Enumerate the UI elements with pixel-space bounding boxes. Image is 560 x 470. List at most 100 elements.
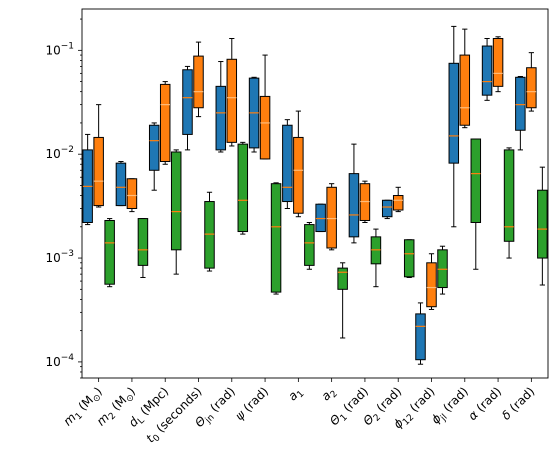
y-tick-exponent: −3	[61, 249, 74, 259]
box-iqr	[204, 201, 215, 269]
box-iqr	[126, 178, 138, 209]
y-tick-base: 10	[45, 43, 60, 57]
box-1-1	[126, 178, 138, 213]
box-1-0	[93, 104, 104, 208]
box-0-7	[315, 203, 326, 233]
y-tick-label: 10−3	[45, 249, 74, 265]
box-iqr	[293, 136, 304, 214]
box-iqr	[459, 54, 471, 126]
box-1-11	[459, 28, 471, 129]
box-iqr	[481, 45, 493, 96]
x-axis: m1 (M⊙)m2 (M⊙)dL (Mpc)t0 (seconds)Θjn (r…	[61, 378, 537, 446]
box-iqr	[93, 136, 104, 207]
box-0-9	[381, 199, 393, 220]
box-iqr	[337, 267, 348, 290]
box-2-8	[370, 228, 382, 288]
box-iqr	[392, 195, 404, 211]
y-tick-base: 10	[45, 147, 60, 161]
box-2-1	[137, 218, 149, 278]
box-0-1	[115, 161, 127, 207]
box-0-8	[348, 143, 360, 244]
box-1-9	[392, 186, 404, 213]
plot-frame	[81, 8, 549, 379]
box-2-5	[270, 182, 282, 295]
label-unit: (rad)	[504, 384, 537, 417]
box-iqr	[159, 83, 171, 163]
box-iqr	[137, 218, 149, 266]
box-iqr	[282, 124, 293, 203]
x-category-label: α (rad)	[465, 384, 504, 423]
label-subscript: 1	[339, 413, 350, 424]
box-1-3	[193, 41, 204, 118]
label-subscript: L	[136, 416, 147, 427]
box-2-12	[503, 147, 515, 259]
box-iqr	[315, 203, 326, 233]
box-iqr	[526, 67, 537, 109]
box-iqr	[503, 149, 515, 242]
label-subscript: 2	[107, 411, 118, 422]
box-iqr	[470, 138, 482, 223]
label-unit: (rad)	[371, 384, 404, 417]
box-0-6	[282, 119, 293, 209]
y-tick-exponent: −1	[61, 41, 74, 51]
box-1-8	[359, 180, 371, 223]
y-tick-base: 10	[45, 251, 60, 265]
box-1-2	[159, 81, 171, 165]
box-iqr	[537, 189, 548, 259]
box-1-6	[293, 110, 304, 218]
box-iqr	[448, 62, 460, 164]
box-iqr	[170, 151, 182, 251]
box-iqr	[148, 124, 160, 171]
box-2-2	[170, 149, 182, 275]
box-iqr	[259, 95, 271, 160]
box-0-11	[448, 25, 460, 228]
x-category-label: ϕjl (rad)	[428, 384, 473, 429]
label-subscript: 1	[74, 411, 85, 422]
box-iqr	[182, 69, 193, 135]
box-iqr	[215, 85, 227, 151]
box-1-5	[259, 54, 271, 160]
plot-area	[81, 8, 549, 379]
y-tick-label: 10−4	[45, 353, 74, 369]
box-1-4	[226, 37, 238, 147]
box-iqr	[381, 199, 393, 218]
box-iqr	[304, 224, 315, 266]
box-iqr	[226, 58, 238, 143]
box-0-10	[415, 302, 426, 365]
box-iqr	[426, 262, 437, 308]
box-2-13	[537, 166, 548, 286]
box-1-13	[526, 52, 537, 112]
label-unit: (rad)	[238, 384, 271, 417]
y-tick-base: 10	[45, 355, 60, 369]
label-subscript: 2	[329, 389, 340, 400]
box-iqr	[193, 55, 204, 109]
box-iqr	[403, 239, 415, 278]
box-iqr	[104, 219, 115, 285]
boxes-layer	[82, 25, 548, 365]
box-2-3	[204, 191, 215, 272]
box-iqr	[348, 173, 360, 238]
box-0-4	[215, 61, 227, 153]
box-1-12	[492, 36, 504, 93]
box-iqr	[492, 37, 504, 87]
box-2-9	[403, 239, 415, 278]
label-subscript: 0	[152, 433, 163, 444]
box-iqr	[415, 313, 426, 361]
box-iqr	[515, 76, 526, 131]
box-0-3	[182, 65, 193, 151]
label-subscript: 2	[372, 413, 383, 424]
label-subscript: 1	[295, 389, 306, 400]
box-iqr	[115, 162, 127, 207]
x-category-label: δ (rad)	[499, 384, 537, 422]
box-2-11	[470, 138, 482, 270]
box-iqr	[326, 186, 337, 249]
box-2-4	[237, 141, 249, 235]
box-1-7	[326, 183, 337, 251]
x-category-label: ψ (rad)	[232, 384, 271, 423]
box-2-0	[104, 218, 115, 288]
box-0-13	[515, 75, 526, 151]
box-2-6	[304, 221, 315, 270]
y-tick-label: 10−2	[45, 145, 74, 161]
y-axis: 10−410−310−210−1	[45, 18, 82, 379]
box-0-12	[481, 37, 493, 101]
